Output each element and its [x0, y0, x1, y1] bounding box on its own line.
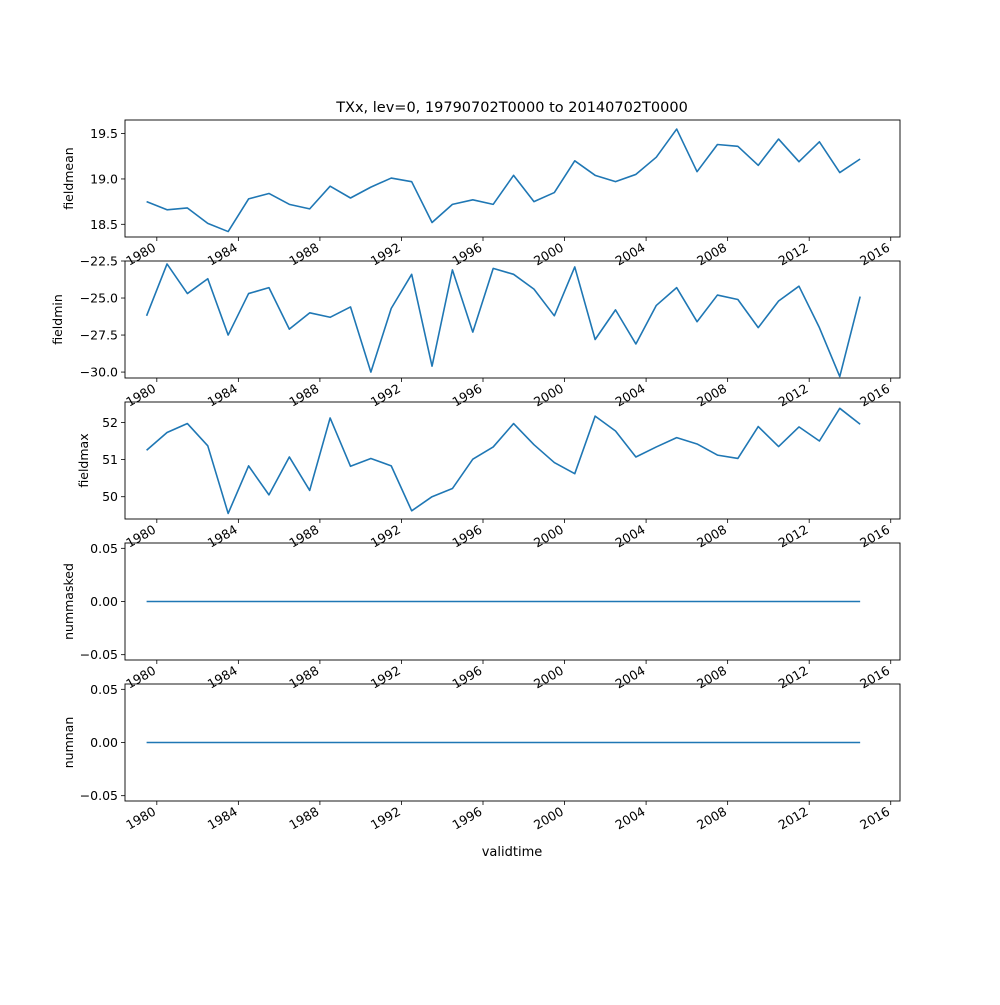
panel-fieldmean: 18.5 19.0 19.5 1980 1984 1988 1992 1996 2000 2004… [61, 119, 901, 269]
x-tick-label: 1984 [205, 240, 240, 269]
y-tick-label: −0.05 [80, 647, 118, 662]
x-tick-label: 2008 [694, 240, 729, 269]
x-tick-label: 1988 [286, 240, 321, 269]
y-axis-label: fieldmean [61, 147, 76, 209]
x-tick-label: 2004 [613, 522, 648, 551]
x-tick-label: 2008 [694, 804, 729, 833]
y-axis-label: numnan [61, 717, 76, 769]
x-tick-label: 2000 [531, 804, 566, 833]
x-tick-label: 1984 [205, 804, 240, 833]
x-tick-label: 1980 [123, 240, 158, 269]
series-line-fieldmean [146, 128, 861, 233]
axes-frame [124, 542, 901, 661]
x-tick-label: 2008 [694, 522, 729, 551]
x-tick-label: 1992 [368, 804, 403, 833]
x-tick-label: 1988 [286, 522, 321, 551]
x-tick-label: 2016 [857, 663, 892, 692]
x-tick-label: 1996 [449, 522, 484, 551]
x-tick-label: 1992 [368, 663, 403, 692]
x-tick-label: 2008 [694, 381, 729, 410]
y-axis-label: fieldmin [50, 294, 65, 345]
panel-fieldmin: −30.0 −27.5 −25.0 −22.5 1980 1984 1988 1992 1996… [50, 254, 901, 410]
y-tick-label: −30.0 [80, 365, 118, 380]
x-tick-label: 1984 [205, 663, 240, 692]
y-tick-label: 50 [102, 489, 118, 504]
y-tick-label: 51 [102, 452, 118, 467]
x-tick-label: 2004 [613, 663, 648, 692]
y-tick-label: −25.0 [80, 291, 118, 306]
x-tick-label: 2004 [613, 381, 648, 410]
x-tick-label: 2012 [776, 522, 811, 551]
series-line-fieldmin [145, 263, 861, 378]
x-tick-label: 2004 [613, 804, 648, 833]
x-tick-label: 1984 [205, 522, 240, 551]
x-tick-label: 2000 [531, 381, 566, 410]
x-tick-label: 1988 [286, 804, 321, 833]
x-tick-label: 1980 [123, 663, 158, 692]
x-tick-label: 2012 [776, 804, 811, 833]
y-tick-label: 52 [102, 415, 118, 430]
panels: 18.5 19.0 19.5 1980 1984 1988 1992 1996 2000 2004… [50, 119, 901, 833]
x-tick-label: 2012 [776, 240, 811, 269]
x-tick-label: 1988 [286, 663, 321, 692]
y-tick-label: 19.0 [90, 171, 118, 186]
y-tick-label: −27.5 [80, 328, 118, 343]
y-tick-label: 0.05 [90, 541, 118, 556]
x-tick-label: 1992 [368, 381, 403, 410]
x-tick-label: 2012 [776, 663, 811, 692]
x-axis-label: validtime [482, 845, 543, 860]
axes-frame [124, 119, 901, 238]
y-tick-label: −22.5 [80, 254, 118, 269]
x-tick-label: 1996 [449, 240, 484, 269]
axes-frame [124, 683, 901, 802]
x-tick-label: 2008 [694, 663, 729, 692]
x-tick-label: 2004 [613, 240, 648, 269]
series-line-fieldmax [146, 407, 861, 515]
x-tick-label: 1980 [123, 804, 158, 833]
x-tick-label: 1980 [123, 381, 158, 410]
x-tick-label: 1992 [368, 240, 403, 269]
x-tick-label: 1996 [449, 663, 484, 692]
y-tick-label: 0.05 [90, 682, 118, 697]
axes-frame [124, 401, 901, 520]
x-tick-label: 1992 [368, 522, 403, 551]
x-tick-label: 2000 [531, 522, 566, 551]
chart-title: TXx, lev=0, 19790702T0000 to 20140702T00… [335, 100, 688, 116]
x-tick-label: 1996 [449, 381, 484, 410]
y-axis-label: nummasked [61, 563, 76, 640]
panel-numnan: −0.05 0.00 0.05 1980 1984 1988 1992 1996 2000 200… [61, 682, 901, 833]
y-axis-label: fieldmax [76, 433, 91, 487]
axes-frame [124, 260, 901, 379]
y-tick-label: 18.5 [90, 217, 118, 232]
y-tick-label: 19.5 [90, 126, 118, 141]
x-tick-label: 1988 [286, 381, 321, 410]
y-tick-label: 0.00 [90, 594, 118, 609]
y-tick-label: 0.00 [90, 735, 118, 750]
x-tick-label: 1980 [123, 522, 158, 551]
x-tick-label: 2016 [857, 240, 892, 269]
x-tick-label: 2000 [531, 240, 566, 269]
panel-fieldmax: 50 51 52 1980 1984 1988 1992 1996 2000 2004 2008 20… [76, 401, 901, 551]
x-tick-label: 2012 [776, 381, 811, 410]
x-tick-label: 2000 [531, 663, 566, 692]
x-tick-label: 1984 [205, 381, 240, 410]
y-tick-label: −0.05 [80, 788, 118, 803]
x-tick-label: 2016 [857, 804, 892, 833]
x-tick-label: 1996 [449, 804, 484, 833]
x-tick-label: 2016 [857, 381, 892, 410]
x-tick-label: 2016 [857, 522, 892, 551]
panel-nummasked: −0.05 0.00 0.05 1980 1984 1988 1992 1996 2000 200… [61, 541, 901, 692]
